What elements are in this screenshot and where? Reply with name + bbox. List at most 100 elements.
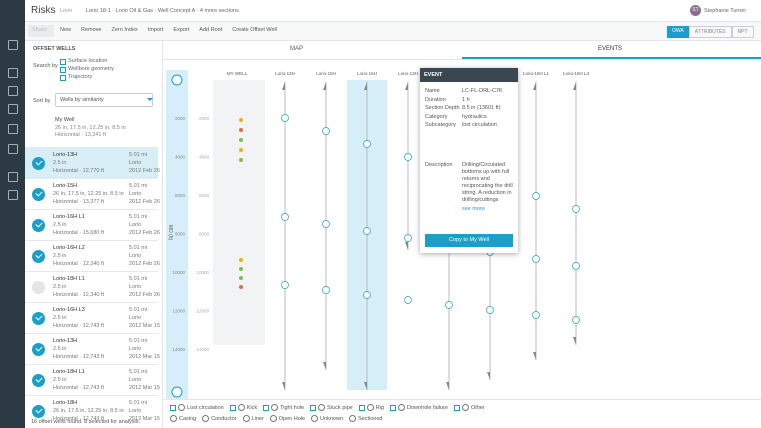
view-button[interactable]: ATTRIBUTES: [688, 26, 732, 38]
field-value: hydraulics: [462, 113, 487, 120]
toolbar-button[interactable]: Export: [173, 27, 190, 33]
well-row[interactable]: Lorio-18H L1 2.5 in Horizontal · 12,340 ft…: [25, 271, 160, 302]
depth-label: 14000: [196, 347, 209, 352]
legend-item[interactable]: Casing: [170, 415, 196, 422]
well-distance: 5.01 mi: [129, 183, 148, 189]
top-bar: [25, 0, 761, 22]
legend-item[interactable]: Other: [453, 404, 485, 411]
tab[interactable]: MAP: [290, 46, 304, 52]
legend-item[interactable]: Tight hole: [263, 404, 304, 411]
well-row[interactable]: Lorio-13H 2.5 in Horizontal · 12,743 ft 5.0…: [25, 333, 160, 364]
well-date: 2012 Mar 15: [129, 385, 160, 391]
well-field: Lorio: [129, 408, 142, 414]
well-checkbox[interactable]: [32, 219, 45, 232]
well-type: Horizontal · 12,340 ft: [53, 292, 105, 298]
well-name: Lorio-16H L2: [53, 245, 85, 251]
well-field: Lorio: [129, 222, 142, 228]
events-chart: MD (ft) 2000 2000 4000 4000 6000 6000 8000 8000 1…: [166, 70, 590, 400]
well-checkbox[interactable]: [32, 281, 45, 294]
legend-swatch: [318, 404, 326, 411]
well-row[interactable]: Lorio-16H L1 2.5 in Horizontal · 15,680 ft…: [25, 209, 160, 240]
legend-item[interactable]: Stuck pipe: [310, 404, 353, 411]
legend-item[interactable]: Downhole failure: [389, 404, 448, 411]
legend-item[interactable]: Conductor: [202, 415, 237, 422]
legend-label: Unknown: [320, 415, 343, 422]
well-checkbox[interactable]: [32, 312, 45, 325]
well-checkbox[interactable]: [32, 157, 45, 170]
legend-label: Conductor: [211, 415, 237, 422]
toolbar-button[interactable]: Zero Index: [111, 27, 138, 33]
well-field: Lorio: [129, 346, 142, 352]
column-header: Lorio-13H: [275, 71, 295, 76]
depth-label: 10000: [196, 270, 209, 275]
sidebar-heading: OFFSET WELLS: [33, 46, 76, 52]
field-label: Subcategory: [425, 122, 456, 128]
well-row[interactable]: Lorio-15H 26 in, 17.5 in, 12.25 in, 8.5 i…: [25, 178, 160, 209]
well-sizes: 2.5 in: [53, 346, 67, 352]
legend-checkbox: [170, 404, 176, 411]
legend-item[interactable]: Open Hole: [269, 415, 305, 422]
well-row[interactable]: Lorio-18H L1 2.5 in Horizontal · 12,743 ft…: [25, 364, 160, 395]
well-row[interactable]: Lorio-16H L3 2.5 in Horizontal · 12,743 ft…: [25, 302, 160, 333]
well-type: Horizontal · 12,743 ft: [53, 323, 105, 329]
legend-item[interactable]: Lost circulation: [170, 404, 224, 411]
well-type: Horizontal · 12,340 ft: [53, 261, 105, 267]
checkbox[interactable]: [60, 67, 66, 73]
depth-label: 12000: [172, 309, 185, 314]
depth-label: 8000: [175, 232, 186, 237]
toolbar-button[interactable]: Create Offset Well: [232, 27, 277, 33]
legend-item[interactable]: Unknown: [311, 415, 343, 422]
legend-label: Sectioned: [357, 415, 383, 422]
toolbar-button[interactable]: Import: [147, 27, 164, 33]
well-checkbox[interactable]: [32, 343, 45, 356]
legend-item[interactable]: Rig: [358, 404, 384, 411]
search-option: Wellbore geometry: [68, 66, 115, 72]
copy-button[interactable]: Copy to My Well: [425, 234, 513, 247]
well-row[interactable]: Lorio-13H 2.5 in Horizontal · 12,770 ft 5.0…: [25, 147, 160, 178]
well-checkbox[interactable]: [32, 188, 45, 201]
legend-label: Other: [470, 404, 485, 411]
sort-dropdown[interactable]: Wells by similarity: [55, 93, 153, 107]
well-row[interactable]: Lorio-18H 26 in, 17.5 in, 12.25 in, 8.5 i…: [25, 395, 160, 426]
column-header: Lorio-18H L1: [523, 71, 550, 76]
well-checkbox[interactable]: [32, 405, 45, 418]
see-more[interactable]: see more: [462, 206, 485, 212]
well-field: Lorio: [129, 377, 142, 383]
toolbar-button[interactable]: Share: [28, 25, 54, 37]
legend-swatch: [271, 404, 279, 411]
event-icon: [532, 311, 540, 319]
well-checkbox[interactable]: [32, 250, 45, 263]
view-button[interactable]: OWA: [667, 26, 689, 38]
nav-icon: [8, 86, 18, 96]
event-dot: [239, 158, 243, 162]
checkbox[interactable]: [60, 75, 66, 81]
well-type: Horizontal · 15,680 ft: [53, 230, 105, 236]
legend-item[interactable]: Kick: [229, 404, 257, 411]
event-icon: [363, 291, 371, 299]
legend-item[interactable]: Sectioned: [348, 415, 383, 422]
toolbar-button[interactable]: Add Root: [199, 27, 223, 33]
column-header: Lorio-16H: [357, 71, 377, 76]
event-icon: [322, 220, 330, 228]
breadcrumb[interactable]: Lorio 18-1 · Lorio Oil & Gas · Well Conc…: [86, 8, 239, 14]
well-checkbox[interactable]: [32, 374, 45, 387]
event-icon: [281, 281, 289, 289]
legend-swatch: [311, 415, 319, 422]
depth-rail: [166, 70, 188, 400]
legend-label: Rig: [375, 404, 384, 411]
field-value: 1 h: [462, 96, 470, 103]
view-button[interactable]: NPT: [731, 26, 754, 38]
search-option: Trajectory: [68, 74, 93, 80]
depth-label: 6000: [175, 193, 186, 198]
toolbar-button[interactable]: Remove: [81, 27, 102, 33]
legend-label: Liner: [251, 415, 264, 422]
field-label: Duration: [425, 96, 446, 103]
toolbar-button[interactable]: New: [60, 27, 72, 33]
checkbox[interactable]: [60, 59, 66, 65]
legend-item[interactable]: Liner: [242, 415, 264, 422]
well-field: Lorio: [129, 191, 142, 197]
field-label: Description: [425, 162, 453, 168]
well-row[interactable]: Lorio-16H L2 2.5 in Horizontal · 12,340 ft…: [25, 240, 160, 271]
tab[interactable]: EVENTS: [598, 46, 623, 52]
avatar[interactable]: ST: [690, 5, 701, 16]
